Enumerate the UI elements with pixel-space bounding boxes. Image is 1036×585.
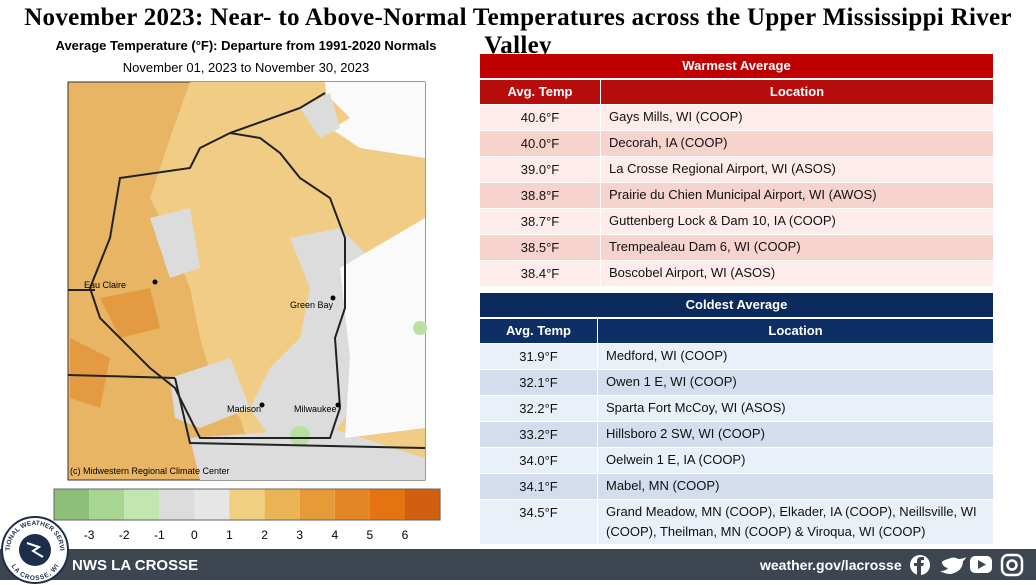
legend-tick-label: 4 — [331, 528, 338, 542]
table-title: Warmest Average — [480, 54, 993, 78]
city-dot — [259, 402, 265, 408]
location-cell: Boscobel Airport, WI (ASOS) — [609, 265, 776, 280]
legend-swatch — [299, 489, 335, 520]
table-row: 40.0°F Decorah, IA (COOP) — [480, 131, 993, 157]
title: November 2023: Near- to Above-Normal Tem… — [24, 4, 1012, 59]
legend-swatch — [264, 489, 300, 520]
city-label: Madison — [227, 404, 261, 414]
legend-swatch — [89, 489, 125, 520]
legend-swatch — [334, 489, 370, 520]
legend-frame — [53, 488, 441, 521]
table-row: 39.0°F La Crosse Regional Airport, WI (AS… — [480, 157, 993, 183]
legend-tick-label: 5 — [367, 528, 374, 542]
office-name: NWS LA CROSSE — [72, 557, 198, 574]
location-cell: Trempealeau Dam 6, WI (COOP) — [609, 239, 801, 254]
map-image — [67, 81, 427, 481]
location-cell: Gays Mills, WI (COOP) — [609, 109, 743, 124]
temp-cell: 39.0°F — [480, 157, 601, 182]
city-label: Milwaukee — [294, 404, 337, 414]
location-cell: Oelwein 1 E, IA (COOP) — [606, 452, 746, 467]
location-cell: Grand Meadow, MN (COOP), Elkader, IA (CO… — [606, 504, 977, 539]
temp-cell: 40.6°F — [480, 105, 601, 130]
city-dot — [152, 279, 158, 285]
temp-cell: 40.0°F — [480, 131, 601, 156]
table-row: 40.6°F Gays Mills, WI (COOP) — [480, 105, 993, 131]
table-row: 33.2°F Hillsboro 2 SW, WI (COOP) — [480, 422, 993, 448]
location-cell: Medford, WI (COOP) — [606, 348, 728, 363]
nws-logo: NATIONAL WEATHER SERVICE LA CROSSE, WI — [0, 515, 69, 584]
location-cell: Prairie du Chien Municipal Airport, WI (… — [609, 187, 877, 202]
table-row: 38.5°F Trempealeau Dam 6, WI (COOP) — [480, 235, 993, 261]
table-row: 34.5°F Grand Meadow, MN (COOP), Elkader, … — [480, 500, 993, 545]
temp-cell: 32.2°F — [480, 396, 598, 421]
city-dot — [330, 295, 336, 301]
temp-cell: 34.5°F — [480, 500, 598, 544]
table-row: 32.1°F Owen 1 E, WI (COOP) — [480, 370, 993, 396]
city-label: Eau Claire — [84, 280, 126, 290]
map-subtitle: Average Temperature (°F): Departure from… — [56, 38, 437, 53]
table-title: Coldest Average — [480, 293, 993, 317]
temp-cell: 32.1°F — [480, 370, 598, 395]
legend-tick-label: -1 — [154, 528, 165, 542]
legend-tick-label: 1 — [226, 528, 233, 542]
temp-cell: 31.9°F — [480, 344, 598, 369]
legend-swatch — [229, 489, 265, 520]
column-header: Avg. Temp — [480, 80, 601, 104]
table-row: 31.9°F Medford, WI (COOP) — [480, 344, 993, 370]
legend-swatch — [124, 489, 160, 520]
city-label: Green Bay — [290, 300, 334, 310]
legend-swatch — [54, 489, 90, 520]
city-dot — [335, 402, 341, 408]
temp-cell: 34.1°F — [480, 474, 598, 499]
location-cell: Hillsboro 2 SW, WI (COOP) — [606, 426, 765, 441]
table-row: 34.0°F Oelwein 1 E, IA (COOP) — [480, 448, 993, 474]
location-cell: Guttenberg Lock & Dam 10, IA (COOP) — [609, 213, 836, 228]
table-row: 32.2°F Sparta Fort McCoy, WI (ASOS) — [480, 396, 993, 422]
column-header: Location — [768, 323, 823, 338]
table-row: 34.1°F Mabel, MN (COOP) — [480, 474, 993, 500]
temp-cell: 38.5°F — [480, 235, 601, 260]
temp-cell: 33.2°F — [480, 422, 598, 447]
temp-cell: 38.7°F — [480, 209, 601, 234]
table-row: 38.8°F Prairie du Chien Municipal Airport… — [480, 183, 993, 209]
temp-cell: 38.8°F — [480, 183, 601, 208]
legend-swatch — [194, 489, 230, 520]
column-header: Avg. Temp — [480, 319, 598, 343]
table-row: 38.4°F Boscobel Airport, WI (ASOS) — [480, 261, 993, 287]
legend-tick-label: 0 — [191, 528, 198, 542]
map-panel: Average Temperature (°F): Departure from… — [53, 38, 441, 542]
footer: NWS LA CROSSE weather.gov/lacrosse — [0, 549, 1036, 580]
column-header: Location — [769, 84, 825, 99]
url: weather.gov/lacrosse — [759, 557, 902, 573]
column-header-row: Avg. Temp Location — [480, 80, 993, 105]
location-cell: La Crosse Regional Airport, WI (ASOS) — [609, 161, 836, 176]
temp-cell: 38.4°F — [480, 261, 601, 286]
legend-swatch — [369, 489, 405, 520]
legend-tick-label: -3 — [84, 528, 95, 542]
legend-tick-label: 6 — [402, 528, 409, 542]
legend-swatch — [159, 489, 195, 520]
location-cell: Owen 1 E, WI (COOP) — [606, 374, 737, 389]
map-credit: (c) Midwestern Regional Climate Center — [70, 466, 230, 476]
social-icons — [910, 553, 1024, 577]
legend-tick-label: 3 — [296, 528, 303, 542]
temp-cell: 34.0°F — [480, 448, 598, 473]
footer-graphics: NWS LA CROSSE weather.gov/lacrosse — [72, 553, 1024, 577]
legend-tick-label: -2 — [119, 528, 130, 542]
legend-tick-label: 2 — [261, 528, 268, 542]
legend-swatch — [405, 489, 441, 520]
location-cell: Mabel, MN (COOP) — [606, 478, 720, 493]
map-date: November 01, 2023 to November 30, 2023 — [123, 60, 369, 75]
table-row: 38.7°F Guttenberg Lock & Dam 10, IA (COOP… — [480, 209, 993, 235]
location-cell: Sparta Fort McCoy, WI (ASOS) — [606, 400, 786, 415]
column-header-row: Avg. Temp Location — [480, 319, 993, 344]
location-cell: Decorah, IA (COOP) — [609, 135, 728, 150]
